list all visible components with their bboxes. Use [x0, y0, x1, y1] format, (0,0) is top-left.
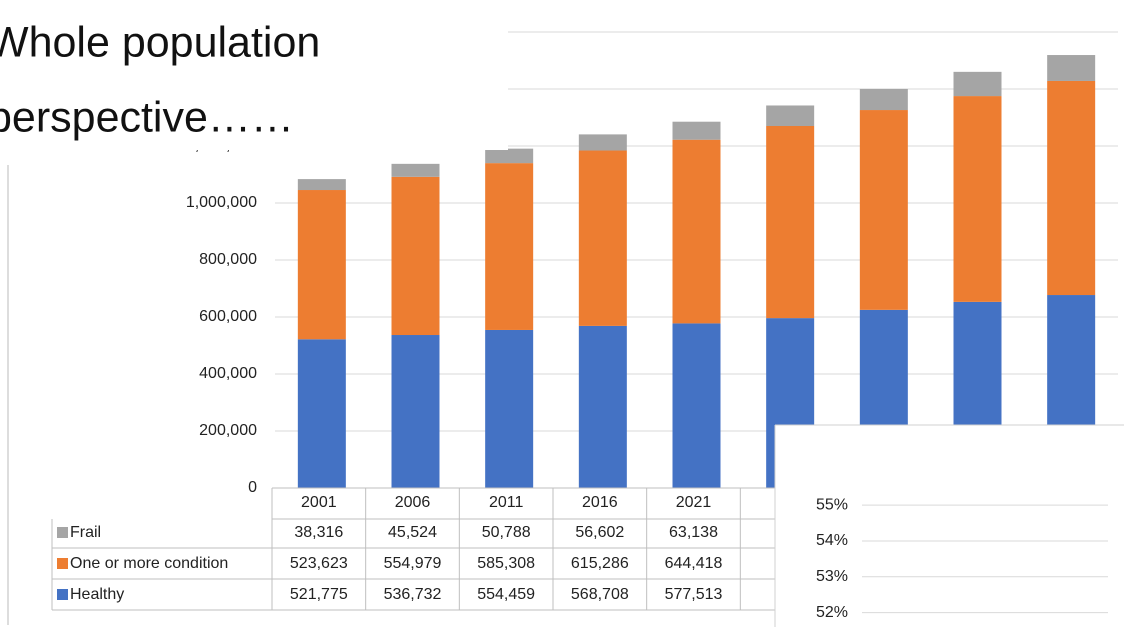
data-label: 554,459 — [477, 586, 535, 603]
stacked-chart: 0200,000400,000600,000800,0001,000,0001,… — [51, 23, 1118, 611]
bar-segment — [859, 88, 908, 111]
data-label: 521,775 — [290, 586, 348, 603]
y-tick-label: 54% — [816, 532, 848, 549]
data-label: 38,316 — [294, 524, 343, 541]
y-tick-label: 600,000 — [199, 308, 257, 325]
legend-swatch — [57, 558, 68, 569]
data-label: 615,286 — [571, 555, 629, 572]
title-backdrop — [0, 0, 508, 150]
bar-segment — [578, 134, 627, 151]
data-label: 45,524 — [388, 524, 437, 541]
bar-segment — [859, 110, 908, 310]
legend-label: Frail — [70, 524, 101, 541]
data-label: 585,308 — [477, 555, 535, 572]
legend-label: One or more condition — [70, 555, 228, 572]
legend-swatch — [57, 527, 68, 538]
data-label: 63,138 — [669, 524, 718, 541]
bar-segment — [672, 139, 721, 324]
bar-segment — [391, 176, 440, 336]
bar-segment — [485, 163, 534, 330]
title-line: perspective…… — [0, 93, 294, 141]
data-label: 56,602 — [575, 524, 624, 541]
x-tick-label: 2016 — [582, 494, 618, 511]
x-tick-label: 2021 — [676, 494, 712, 511]
data-label: 523,623 — [290, 555, 348, 572]
title-line: Whole population — [0, 18, 320, 66]
bar-segment — [1047, 80, 1096, 296]
overlay-chart: 52% 53% 54% 55% — [774, 424, 1124, 627]
x-tick-label: 2011 — [489, 494, 524, 511]
bar-segment — [297, 339, 346, 488]
y-tick-label: 400,000 — [199, 365, 257, 382]
bar-segment — [766, 105, 815, 127]
y-tick-label: 0 — [248, 479, 257, 496]
y-tick-label: 800,000 — [199, 251, 257, 268]
bar-segment — [672, 323, 721, 488]
bar-segment — [578, 150, 627, 326]
data-label: 536,732 — [384, 586, 442, 603]
data-label: 577,513 — [665, 586, 723, 603]
bar-segment — [485, 329, 534, 488]
bar-segment — [953, 71, 1002, 97]
y-tick-label: 1,000,000 — [186, 194, 257, 211]
data-label: 568,708 — [571, 586, 629, 603]
y-tick-label: 52% — [816, 604, 848, 621]
x-tick-label: 2001 — [301, 494, 337, 511]
overlay-panel — [775, 425, 1124, 627]
bar-segment — [766, 126, 815, 319]
bar-segment — [578, 325, 627, 488]
bar-segment — [391, 163, 440, 177]
y-tick-label: 53% — [816, 568, 848, 585]
x-tick-label: 2006 — [395, 494, 431, 511]
bar-segment — [1047, 55, 1096, 81]
data-label: 50,788 — [482, 524, 531, 541]
bar-segment — [391, 335, 440, 488]
bar-segment — [672, 121, 721, 140]
y-tick-label: 55% — [816, 496, 848, 513]
bar-segment — [953, 96, 1002, 302]
legend-swatch — [57, 589, 68, 600]
y-tick-label: 200,000 — [199, 422, 257, 439]
bar-segment — [485, 148, 534, 164]
bar-segment — [297, 190, 346, 340]
data-label: 554,979 — [384, 555, 442, 572]
legend-label: Healthy — [70, 586, 124, 603]
bar-segment — [297, 179, 346, 191]
data-label: 644,418 — [665, 555, 723, 572]
